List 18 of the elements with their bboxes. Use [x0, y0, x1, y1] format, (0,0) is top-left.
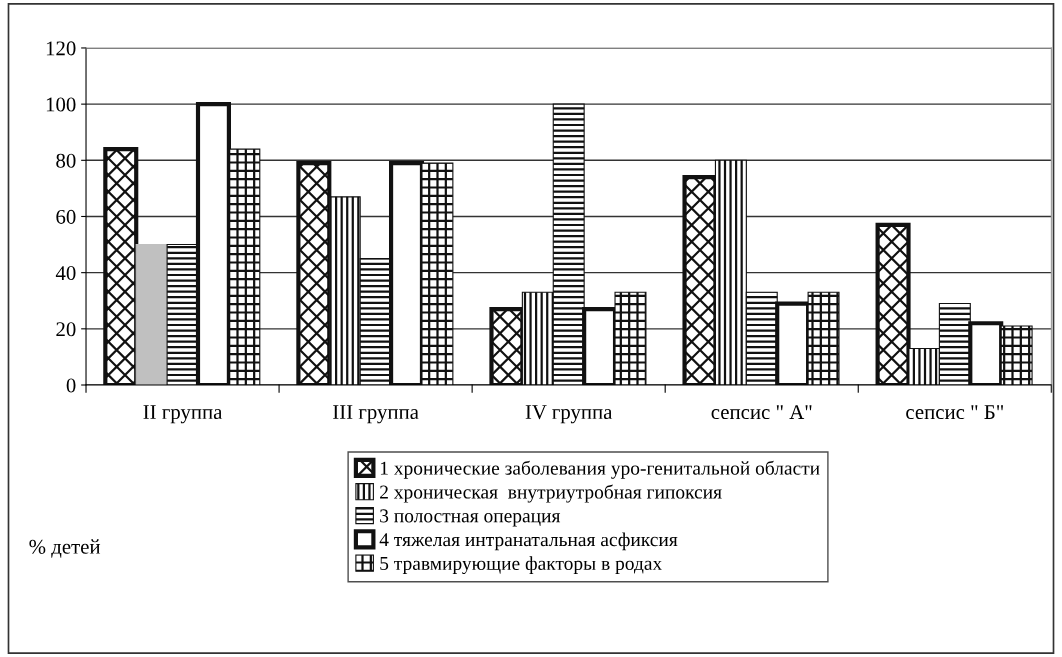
- legend-label: 4 тяжелая интранатальная асфиксия: [379, 532, 678, 551]
- legend-label: 5 травмирующие факторы в родах: [380, 556, 662, 574]
- y-tick-label: 40: [55, 266, 76, 281]
- x-tick-label: III группа: [333, 405, 419, 424]
- y-tick-label: 100: [46, 97, 76, 112]
- y-tick-label: 20: [56, 322, 76, 337]
- legend-label: 2 хроническая внутриутробная гипоксия: [380, 484, 722, 503]
- x-tick-label: сепсис " Б": [906, 405, 1004, 420]
- text: % детей: [29, 539, 101, 558]
- y-tick-label: 60: [56, 209, 76, 224]
- y-tick-label: 80: [56, 153, 76, 168]
- legend-label: 1 хронические заболевания уро-генитальной области: [380, 460, 820, 479]
- x-tick-label: IV группа: [525, 405, 613, 424]
- x-tick-label: II группа: [143, 405, 223, 424]
- legend-label: 3 полостная операция: [380, 509, 561, 527]
- y-tick-label: 0: [66, 378, 76, 393]
- y-tick-label: 120: [46, 41, 76, 56]
- x-tick-label: сепсис " А": [711, 405, 812, 420]
